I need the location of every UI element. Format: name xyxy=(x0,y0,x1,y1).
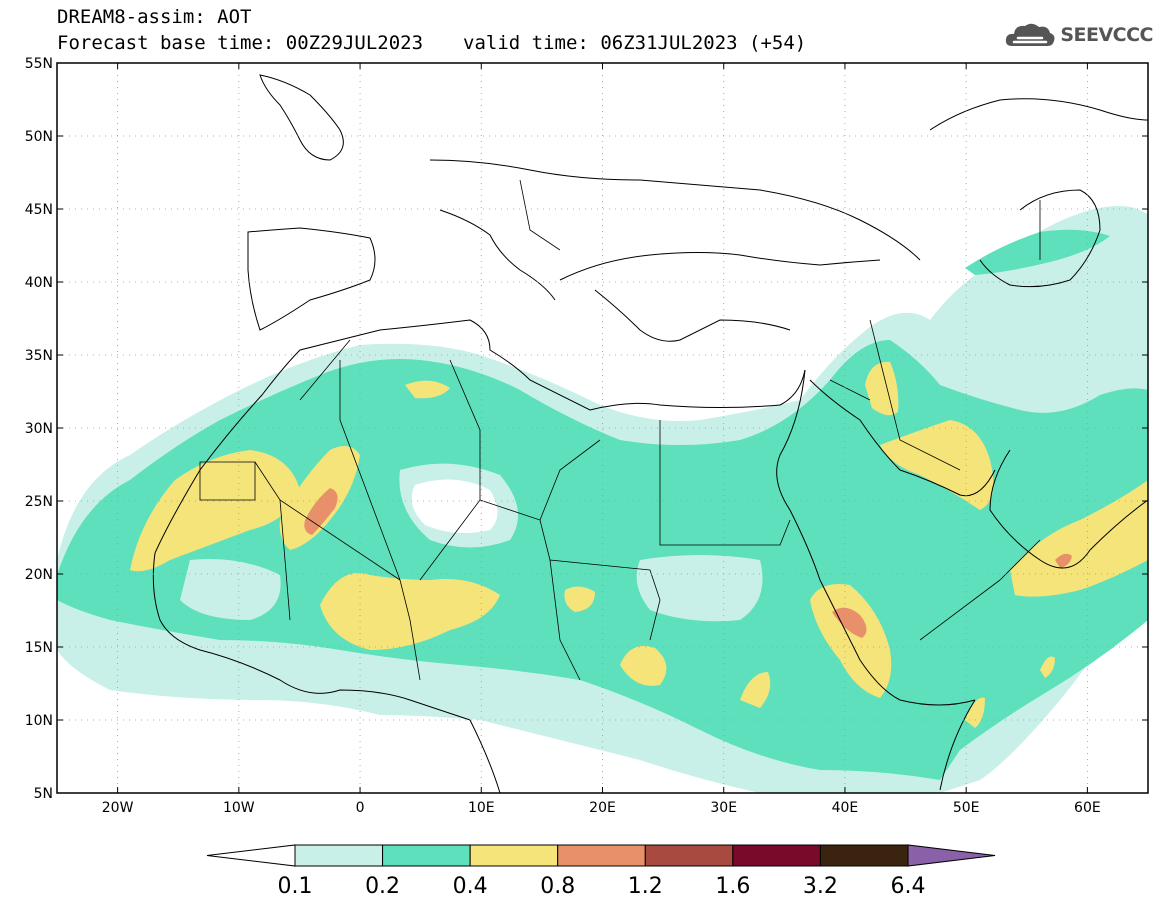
colorbar-under-arrow xyxy=(206,844,296,867)
lat-tick-label: 20N xyxy=(25,567,53,583)
aot-band-0.4 xyxy=(320,573,500,650)
logo-text: SEEVCCC xyxy=(1060,24,1153,46)
aot-field xyxy=(57,206,1148,793)
lat-tick-label: 55N xyxy=(25,56,53,72)
coastlines xyxy=(152,74,1148,793)
lon-tick-label: 10W xyxy=(223,800,255,816)
colorbar-level-label: 3.2 xyxy=(803,874,838,899)
aot-band-0.4 xyxy=(740,672,771,708)
lon-tick-label: 60E xyxy=(1074,800,1101,816)
lat-tick-label: 45N xyxy=(25,202,53,218)
lon-tick-label: 0 xyxy=(356,800,365,816)
lat-tick-label: 5N xyxy=(34,786,53,802)
aot-band-0.4 xyxy=(564,586,595,612)
colorbar-labels: 0.1 0.2 0.4 0.8 1.2 1.6 3.2 6.4 xyxy=(278,874,926,899)
lat-tick-label: 30N xyxy=(25,421,53,437)
colorbar-bin xyxy=(294,844,384,867)
lat-axis: 55N 50N 45N 40N 35N 30N 25N 20N 15N 10N 5N xyxy=(25,56,53,802)
borders xyxy=(199,179,1041,681)
lon-tick-label: 30E xyxy=(710,800,737,816)
aot-band-0.8 xyxy=(1055,553,1072,568)
lat-tick-label: 40N xyxy=(25,275,53,291)
lon-tick-label: 50E xyxy=(953,800,980,816)
lon-axis: 20W 10W 0 10E 20E 30E 40E 50E 60E xyxy=(102,800,1101,816)
colorbar-bin xyxy=(732,844,821,867)
lat-tick-label: 10N xyxy=(25,713,53,729)
aot-band-0.4 xyxy=(880,420,994,510)
colorbar-level-label: 6.4 xyxy=(891,874,926,899)
axis-ticks xyxy=(57,62,1148,794)
valid-time: valid time: 06Z31JUL2023 (+54) xyxy=(463,32,807,54)
aot-band-0.8 xyxy=(832,607,867,638)
seevccc-logo: SEEVCCC xyxy=(1004,20,1153,50)
colorbar-level-label: 0.4 xyxy=(453,874,488,899)
base-time: Forecast base time: 00Z29JUL2023 xyxy=(57,32,424,54)
aot-gap xyxy=(411,479,498,534)
colorbar-bin xyxy=(819,844,909,867)
colorbar-level-label: 0.2 xyxy=(365,874,400,899)
lon-tick-label: 20W xyxy=(102,800,134,816)
lat-tick-label: 15N xyxy=(25,640,53,656)
time-info: Forecast base time: 00Z29JUL2023 valid ti… xyxy=(57,32,806,54)
colorbar-level-label: 0.8 xyxy=(540,874,575,899)
colorbar-over-arrow xyxy=(907,844,996,867)
colorbar-bin xyxy=(469,844,559,867)
colorbar-bin xyxy=(557,844,646,867)
aot-band-0.4 xyxy=(1040,656,1055,678)
lon-tick-label: 20E xyxy=(589,800,616,816)
colorbar-bin xyxy=(382,844,471,867)
aot-band-0.4 xyxy=(130,450,300,572)
lat-tick-label: 50N xyxy=(25,129,53,145)
aot-band-0.4 xyxy=(965,697,985,728)
aot-gap xyxy=(636,555,763,622)
colorbar-level-label: 0.1 xyxy=(278,874,313,899)
aot-band-0.8 xyxy=(304,488,338,535)
lon-tick-label: 10E xyxy=(468,800,495,816)
aot-band-0.2-caspian xyxy=(965,229,1110,275)
cloud-icon xyxy=(1006,23,1055,46)
aot-band-0.4 xyxy=(865,361,899,416)
colorbar-level-label: 1.2 xyxy=(628,874,663,899)
lat-tick-label: 35N xyxy=(25,348,53,364)
lon-tick-label: 40E xyxy=(832,800,859,816)
aot-band-0.4 xyxy=(620,646,667,686)
aot-band-0.4 xyxy=(1010,480,1148,597)
map-title: DREAM8-assim: AOT xyxy=(57,6,252,28)
colorbar-bin xyxy=(644,844,734,867)
lat-tick-label: 25N xyxy=(25,494,53,510)
colorbar xyxy=(206,844,996,867)
colorbar-level-label: 1.6 xyxy=(715,874,750,899)
aot-band-0.4 xyxy=(405,380,450,399)
